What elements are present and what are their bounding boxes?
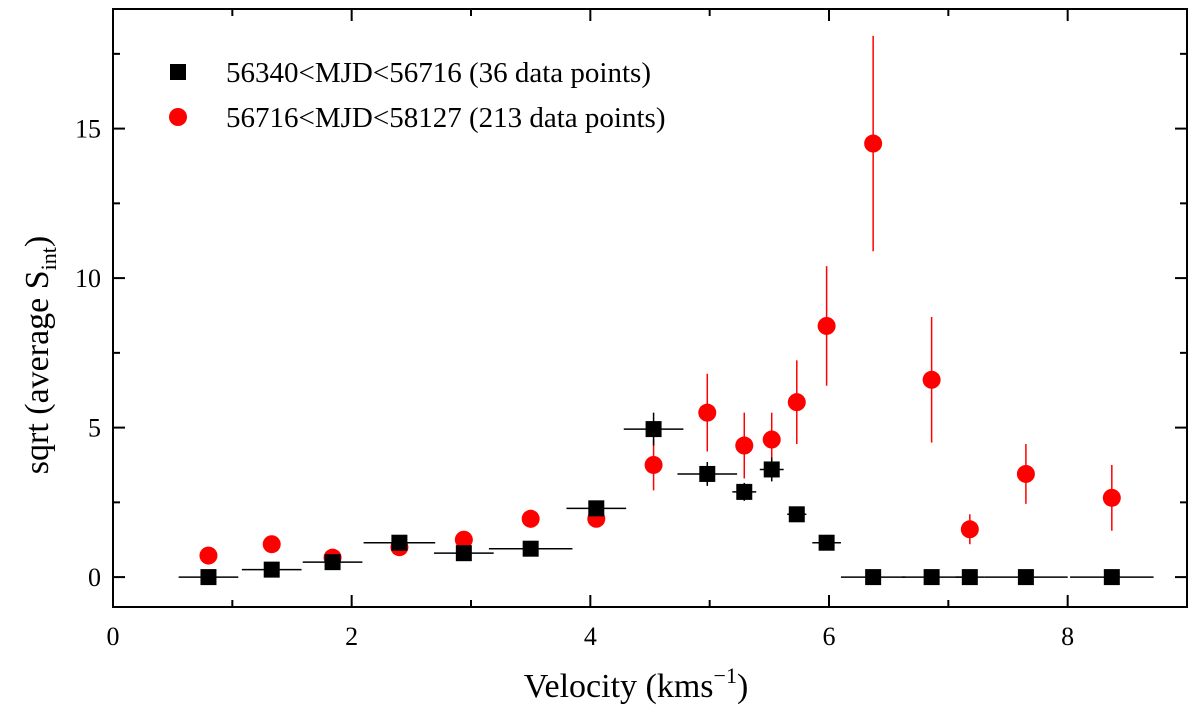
data-point-square: [788, 506, 805, 523]
y-tick-label: 10: [75, 264, 101, 293]
data-point-circle: [735, 436, 754, 455]
data-point-circle: [787, 393, 806, 412]
data-point-square: [961, 569, 978, 586]
legend: 56340<MJD<56716 (36 data points) 56716<MJ…: [169, 57, 666, 134]
data-point-circle: [817, 316, 836, 335]
data-point-circle: [199, 546, 218, 565]
y-tick-label: 0: [88, 563, 101, 592]
x-tick-label: 0: [107, 622, 120, 651]
data-point-square: [263, 561, 280, 578]
data-point-circle: [1016, 464, 1035, 483]
data-point-circle: [922, 370, 941, 389]
x-tick-label: 6: [823, 622, 836, 651]
series-squares: [178, 412, 1154, 586]
data-point-square: [923, 569, 940, 586]
data-point-square: [818, 534, 835, 551]
data-point-circle: [521, 509, 540, 528]
data-point-square: [645, 421, 662, 438]
data-point-square: [200, 569, 217, 586]
x-axis-title: Velocity (kms−1): [524, 663, 749, 705]
x-tick-label: 4: [584, 622, 597, 651]
data-point-circle: [644, 455, 663, 474]
data-point-circle: [454, 530, 473, 549]
y-tick-label: 5: [88, 414, 101, 443]
y-axis-title: sqrt (average Sint): [19, 236, 61, 474]
legend-label: 56340<MJD<56716 (36 data points): [226, 57, 651, 89]
data-point-circle: [698, 403, 717, 422]
data-point-circle: [762, 430, 781, 449]
data-point-square: [865, 569, 882, 586]
x-tick-label: 8: [1061, 622, 1074, 651]
data-point-square: [324, 554, 341, 571]
legend-marker-circle: [169, 108, 187, 126]
y-tick-label: 15: [75, 115, 101, 144]
data-point-circle: [864, 134, 883, 153]
data-point-square: [455, 545, 472, 562]
data-point-square: [391, 534, 408, 551]
data-point-square: [699, 465, 716, 482]
data-point-square: [763, 461, 780, 478]
data-point-square: [1103, 569, 1120, 586]
data-point-circle: [262, 535, 281, 554]
legend-label: 56716<MJD<58127 (213 data points): [226, 102, 666, 134]
x-axis-title-superscript: −1: [714, 663, 737, 688]
data-point-circle: [960, 520, 979, 539]
data-point-circle: [1102, 488, 1121, 507]
y-axis-title-subscript: int: [36, 247, 61, 270]
legend-marker-square: [170, 64, 186, 80]
plot-frame: [112, 8, 1188, 608]
data-point-square: [522, 540, 539, 557]
data-point-square: [588, 500, 605, 517]
x-tick-label: 2: [345, 622, 358, 651]
data-point-square: [1017, 569, 1034, 586]
data-point-square: [736, 483, 753, 500]
